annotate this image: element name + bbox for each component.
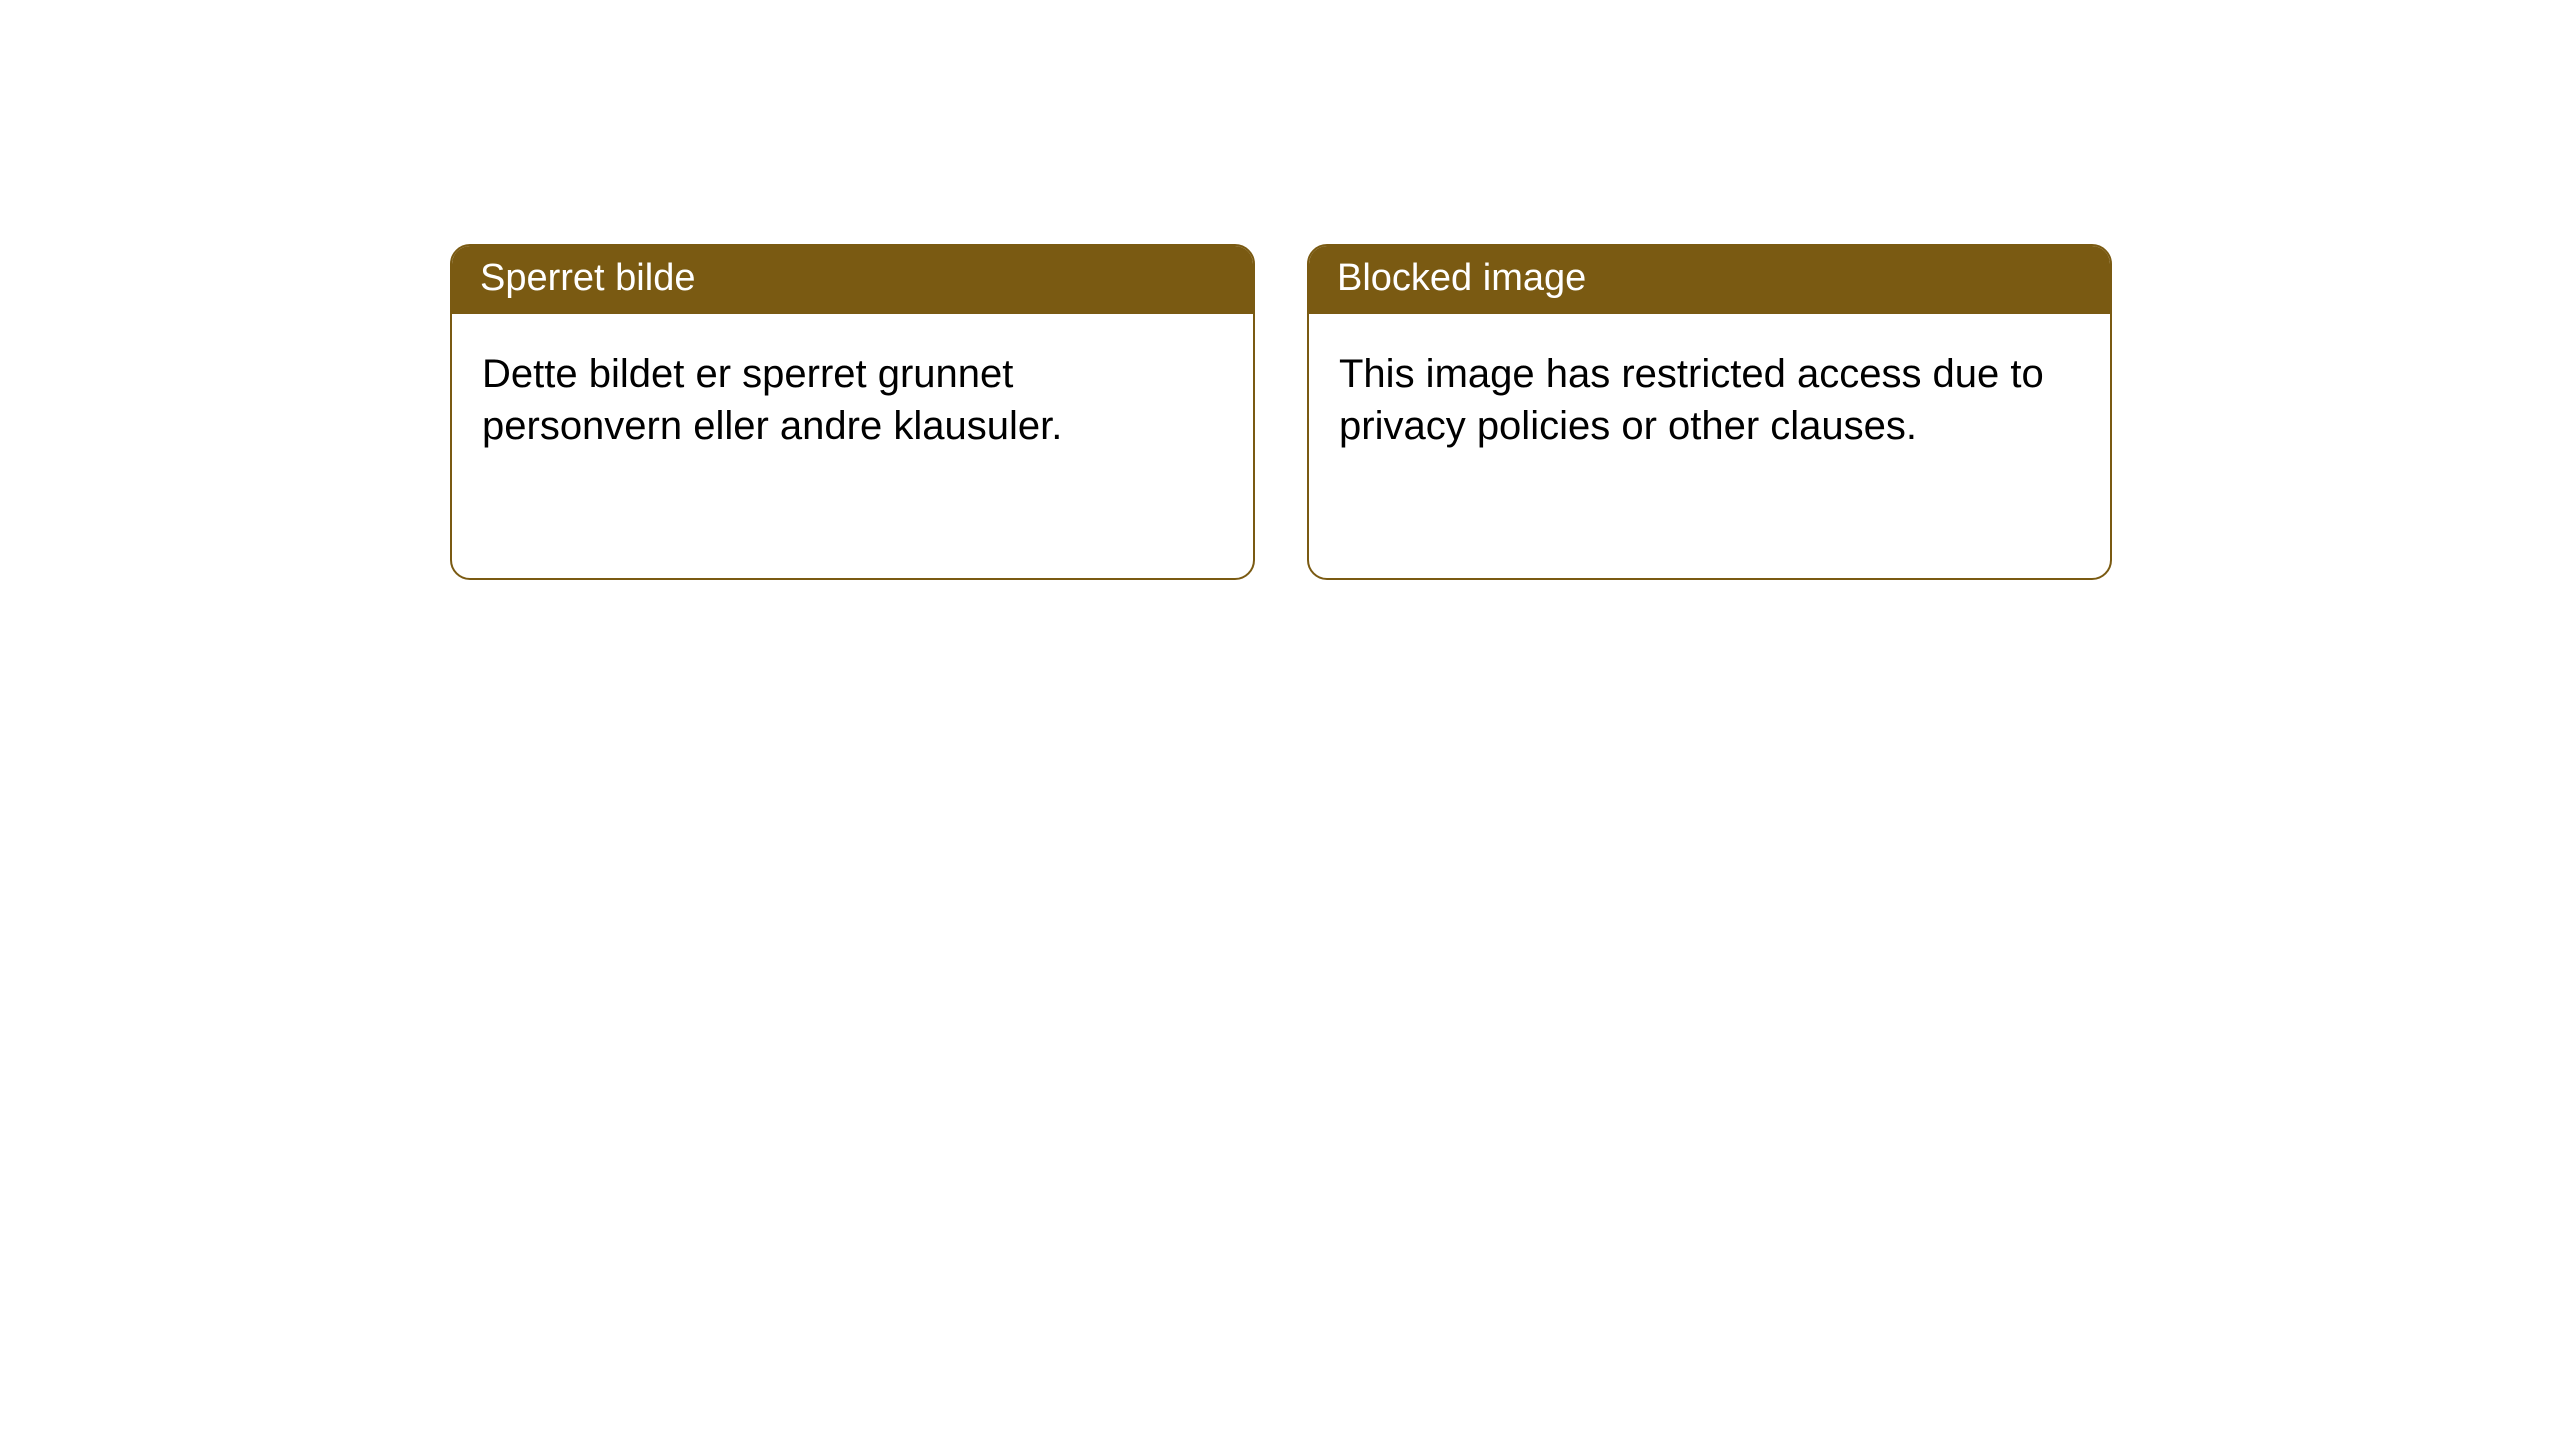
notice-body: Dette bildet er sperret grunnet personve… xyxy=(452,314,1253,486)
notice-header: Blocked image xyxy=(1309,246,2110,314)
notice-header: Sperret bilde xyxy=(452,246,1253,314)
notice-card-norwegian: Sperret bilde Dette bildet er sperret gr… xyxy=(450,244,1255,580)
notice-card-english: Blocked image This image has restricted … xyxy=(1307,244,2112,580)
notice-body: This image has restricted access due to … xyxy=(1309,314,2110,486)
notice-container: Sperret bilde Dette bildet er sperret gr… xyxy=(0,0,2560,580)
